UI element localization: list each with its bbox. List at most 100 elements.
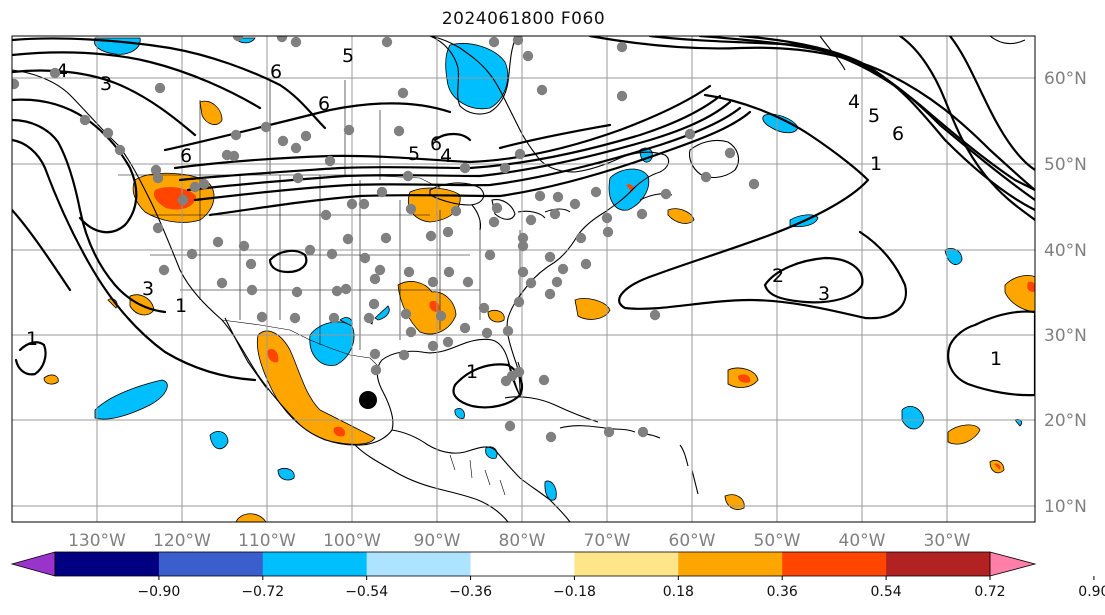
station-marker [538, 374, 550, 386]
lat-label: 20°N [1044, 411, 1087, 431]
colorbar-extend-high [989, 551, 1037, 577]
station-marker [369, 348, 381, 360]
colorbar-segment [678, 552, 783, 576]
station-marker [488, 216, 500, 228]
station-marker [443, 266, 455, 278]
station-marker [346, 198, 358, 210]
station-marker [500, 375, 512, 387]
station-marker [551, 276, 563, 288]
station-marker [616, 41, 628, 53]
station-marker [549, 208, 561, 220]
station-marker [590, 186, 602, 198]
station-marker [517, 232, 529, 244]
station-marker [748, 178, 760, 190]
station-marker [246, 284, 258, 296]
station-marker [544, 288, 556, 300]
colorbar-segment [886, 552, 991, 576]
station-marker [102, 127, 114, 139]
station-marker [488, 36, 500, 48]
station-marker [601, 212, 613, 224]
longitude-labels: 130°W 120°W 110°W 100°W 90°W 80°W 70°W 6… [68, 531, 971, 551]
station-markers [12, 36, 760, 443]
contour-label: 5 [408, 143, 420, 165]
station-marker [186, 248, 198, 260]
station-marker [369, 273, 381, 285]
station-marker [290, 142, 302, 154]
station-marker [343, 124, 355, 136]
lat-label: 60°N [1044, 69, 1087, 89]
station-marker [277, 135, 289, 147]
colorbar-segment [782, 552, 887, 576]
station-marker [328, 312, 340, 324]
station-marker [575, 232, 587, 244]
lon-label: 60°W [669, 531, 716, 551]
station-marker [260, 121, 272, 133]
station-marker [376, 186, 388, 198]
station-marker [491, 202, 503, 214]
contour-label: 1 [26, 328, 38, 350]
station-marker [536, 84, 548, 96]
station-marker [504, 420, 516, 432]
station-marker [534, 190, 546, 202]
contour-label: 6 [270, 61, 282, 83]
colorbar-tick-label: 0.90 [1078, 584, 1105, 600]
station-marker [478, 302, 490, 314]
station-marker [435, 310, 447, 322]
station-marker [324, 155, 336, 167]
contour-label: 1 [990, 348, 1002, 370]
contour-label: 3 [100, 73, 112, 95]
station-marker [545, 431, 557, 443]
colorbar-tick-label: −0.54 [345, 584, 388, 600]
station-marker [450, 205, 462, 217]
station-marker [340, 283, 352, 295]
station-marker [256, 311, 268, 323]
station-marker [459, 322, 471, 334]
lon-label: 120°W [153, 531, 211, 551]
lat-label: 10°N [1044, 497, 1087, 517]
contour-label: 4 [56, 60, 68, 82]
station-marker [212, 236, 224, 248]
station-marker [79, 114, 91, 126]
lon-label: 100°W [323, 531, 381, 551]
contour-label: 1 [870, 153, 882, 175]
colorbar-tick-label: 0.54 [871, 584, 902, 600]
station-marker [398, 349, 410, 361]
station-marker [425, 230, 437, 242]
station-marker [300, 130, 312, 142]
colorbar-segment [470, 552, 575, 576]
colorbar-tick-label: −0.90 [137, 584, 180, 600]
station-marker [684, 128, 696, 140]
colorbar-extend-low [10, 551, 56, 577]
contour-label: 3 [818, 283, 830, 305]
station-marker [517, 240, 529, 252]
station-marker [380, 232, 392, 244]
contour-labels: 4 3 6 5 6 6 6 5 4 3 1 1 4 5 6 1 2 3 1 1 [26, 45, 1002, 383]
colorbar-segment [574, 552, 679, 576]
station-marker [512, 36, 524, 46]
station-marker [221, 149, 233, 161]
station-marker [368, 298, 380, 310]
station-marker [158, 264, 170, 276]
contour-label: 6 [892, 123, 904, 145]
station-marker [154, 82, 166, 94]
latitude-labels: 60°N 50°N 40°N 30°N 20°N 10°N [1044, 69, 1087, 517]
contour-label: 4 [848, 91, 860, 113]
station-marker [427, 276, 439, 288]
lon-label: 80°W [499, 531, 546, 551]
station-marker [522, 50, 534, 62]
station-marker [49, 67, 61, 79]
station-marker [544, 251, 556, 263]
station-marker [484, 249, 496, 261]
station-marker [513, 296, 525, 308]
contour-label: 6 [430, 133, 442, 155]
station-marker [459, 162, 471, 174]
lon-label: 110°W [238, 531, 296, 551]
station-marker [290, 36, 302, 48]
contour-label: 1 [466, 361, 478, 383]
colorbar-tick-label: −0.72 [241, 584, 284, 600]
station-marker [198, 178, 210, 190]
station-marker [238, 240, 250, 252]
station-marker [481, 327, 493, 339]
colorbar-segment [262, 552, 368, 576]
station-marker [291, 286, 303, 298]
